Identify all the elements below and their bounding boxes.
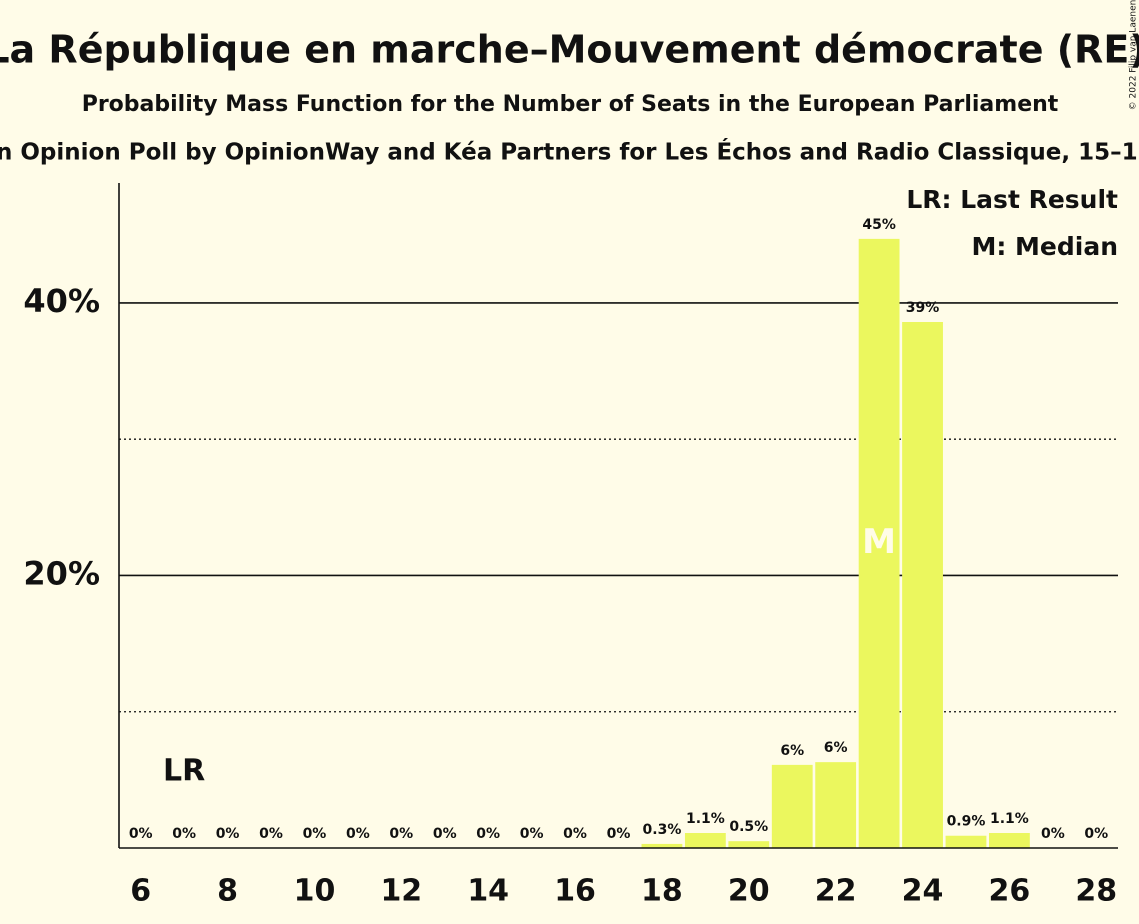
value-label: 0.9% bbox=[947, 814, 986, 830]
value-label: 0.3% bbox=[643, 822, 682, 838]
x-tick-label: 18 bbox=[641, 874, 683, 909]
annotation-label: LR bbox=[163, 754, 205, 789]
x-tick-label: 8 bbox=[217, 874, 238, 909]
bar bbox=[902, 321, 943, 848]
bar bbox=[771, 764, 813, 848]
x-tick-label: 20 bbox=[728, 874, 770, 909]
value-label: 0% bbox=[129, 826, 153, 842]
copyright: © 2022 Filip van Laenen bbox=[1129, 0, 1139, 110]
value-label: 0% bbox=[172, 826, 196, 842]
y-tick-label: 40% bbox=[23, 282, 100, 320]
x-tick-label: 6 bbox=[130, 874, 151, 909]
bar bbox=[858, 238, 900, 848]
value-label: 0% bbox=[346, 826, 370, 842]
value-label: 0% bbox=[389, 826, 413, 842]
bar bbox=[988, 833, 1030, 848]
value-label: 1.1% bbox=[990, 811, 1029, 827]
annotation-label: M bbox=[862, 522, 896, 562]
bar bbox=[641, 843, 683, 848]
value-label: 0% bbox=[1084, 826, 1108, 842]
legend-entry: LR: Last Result bbox=[906, 185, 1118, 214]
y-tick-label: 20% bbox=[23, 554, 100, 592]
chart-caption: n Opinion Poll by OpinionWay and Kéa Par… bbox=[0, 138, 1139, 166]
bar bbox=[684, 833, 726, 848]
value-label: 0% bbox=[433, 826, 457, 842]
value-label: 0% bbox=[303, 826, 327, 842]
value-label: 6% bbox=[824, 740, 848, 756]
x-tick-label: 12 bbox=[380, 874, 422, 909]
value-label: 0% bbox=[607, 826, 631, 842]
value-label: 45% bbox=[862, 217, 896, 233]
value-label: 0% bbox=[1041, 826, 1065, 842]
chart-title: La République en marche–Mouvement démocr… bbox=[0, 28, 1139, 72]
x-tick-label: 10 bbox=[294, 874, 336, 909]
x-tick-label: 26 bbox=[989, 874, 1031, 909]
value-label: 0% bbox=[563, 826, 587, 842]
value-label: 1.1% bbox=[686, 811, 725, 827]
x-tick-label: 16 bbox=[554, 874, 596, 909]
x-tick-label: 24 bbox=[902, 874, 944, 909]
x-tick-label: 22 bbox=[815, 874, 857, 909]
bar bbox=[728, 841, 770, 848]
chart-subtitle: Probability Mass Function for the Number… bbox=[82, 92, 1059, 117]
x-tick-label: 28 bbox=[1075, 874, 1117, 909]
value-label: 0.5% bbox=[729, 819, 768, 835]
bar bbox=[815, 762, 857, 848]
value-label: 39% bbox=[906, 300, 940, 316]
value-label: 6% bbox=[780, 743, 804, 759]
bar bbox=[945, 835, 987, 848]
value-label: 0% bbox=[216, 826, 240, 842]
legend-entry: M: Median bbox=[971, 232, 1118, 261]
x-tick-label: 14 bbox=[467, 874, 509, 909]
value-label: 0% bbox=[520, 826, 544, 842]
value-label: 0% bbox=[476, 826, 500, 842]
value-label: 0% bbox=[259, 826, 283, 842]
